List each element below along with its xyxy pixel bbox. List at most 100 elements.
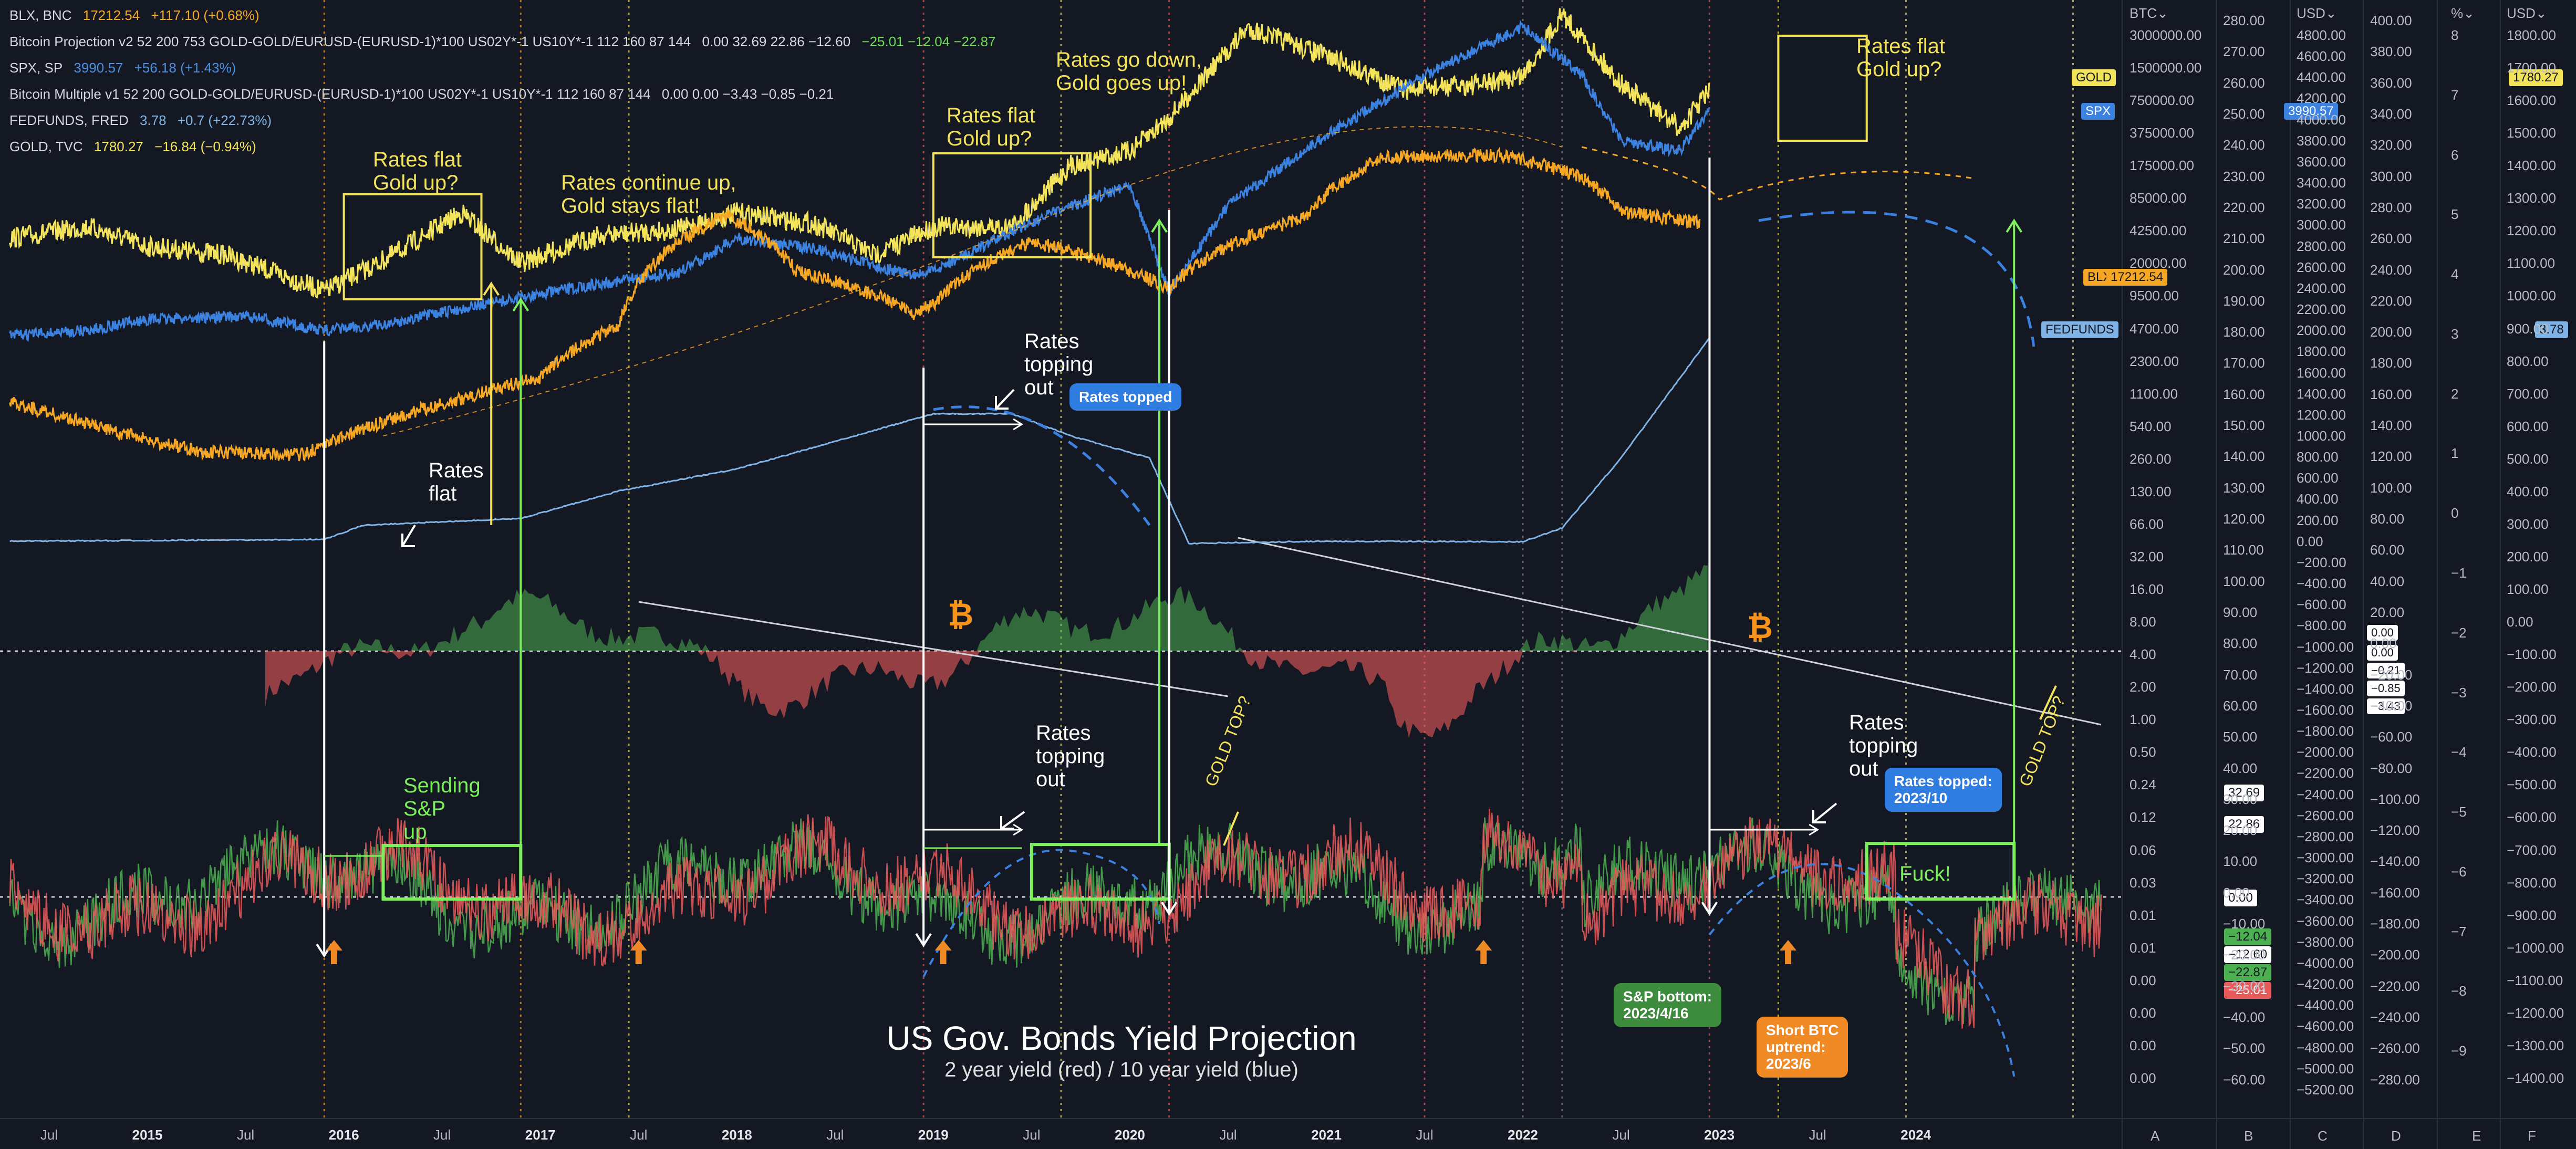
scale-tick-label: −600.00 [2297, 597, 2346, 613]
annotation-sending-sp-up: Sending S&P up [403, 774, 481, 843]
legend-item[interactable]: BLX, BNC 17212.54 +117.10 (+0.68%) [9, 7, 267, 24]
multiple-value-tag: −0.85 [2367, 681, 2405, 696]
scale-footer-label[interactable]: E [2472, 1128, 2481, 1144]
rates-projection-curve [1758, 211, 2035, 347]
scale-tick-label: 120.00 [2223, 511, 2265, 527]
legend-change: −16.84 (−0.94%) [154, 139, 256, 154]
bottom-arrow-icon [325, 940, 342, 964]
blx-trend-projection [383, 126, 1563, 436]
scale-tick-label: 270.00 [2223, 44, 2265, 60]
scale-tick-label: −1300.00 [2507, 1037, 2564, 1053]
scale-tick-label: 160.00 [2223, 386, 2265, 402]
scale-footer-label[interactable]: C [2318, 1128, 2328, 1144]
scale-tick-label: 0.01 [2130, 939, 2156, 956]
scale-tick-label: 0.24 [2130, 777, 2156, 793]
callout-rates-topped-2023: Rates topped: 2023/10 [1885, 768, 2002, 812]
time-axis-tick-label: Jul [1612, 1127, 1630, 1143]
scale-tick-label: −800.00 [2507, 874, 2557, 891]
scale-tick-label: 1300.00 [2507, 190, 2556, 206]
legend-change: +117.10 (+0.68%) [151, 7, 259, 23]
scale-tick-label: 1100.00 [2507, 255, 2556, 271]
scale-tick-label: 260.00 [2370, 231, 2412, 247]
legend-item[interactable]: SPX, SP 3990.57 +56.18 (+1.43%) [9, 60, 243, 76]
scale-header[interactable]: BTC⌄ [2130, 5, 2168, 21]
scale-tick-label: 70.00 [2223, 666, 2258, 683]
scale-tick-label: 1800.00 [2507, 27, 2556, 43]
axis-tag-fedfunds: 3.78 [2535, 321, 2568, 338]
scale-tick-label: −140.00 [2370, 853, 2420, 870]
scale-header[interactable]: %⌄ [2451, 5, 2475, 21]
scale-tick-label: 140.00 [2223, 448, 2265, 465]
scale-tick-label: 400.00 [2370, 13, 2412, 28]
scale-tick-label: −10.00 [2223, 916, 2266, 932]
scale-tick-label: 0.06 [2130, 842, 2156, 858]
scale-tick-label: 60.00 [2223, 697, 2258, 714]
indicator-value-tag: 0.00 [2224, 890, 2257, 906]
legend-change: −25.01 −12.04 −22.87 [861, 34, 996, 49]
scale-tick-label: 2600.00 [2297, 259, 2346, 275]
scale-tick-label: −3000.00 [2297, 850, 2354, 866]
scale-tick-label: −8 [2451, 983, 2467, 999]
legend-name: GOLD, TVC [9, 139, 83, 154]
scale-tick-label: −4400.00 [2297, 997, 2354, 1014]
time-axis-tick-label: Jul [1416, 1127, 1434, 1143]
fedfunds-series-line [9, 337, 1710, 545]
scale-tick-label: 800.00 [2297, 449, 2339, 465]
scale-footer-label[interactable]: B [2244, 1128, 2253, 1144]
legend-item[interactable]: GOLD, TVC 1780.27 −16.84 (−0.94%) [9, 139, 264, 155]
multiple-negative-area [265, 651, 1708, 738]
pointer-arrow-head [1000, 816, 1014, 830]
scale-tick-label: 42500.00 [2130, 223, 2187, 239]
scale-tick-label: −60.00 [2223, 1071, 2266, 1088]
legend-item[interactable]: Bitcoin Projection v2 52 200 753 GOLD-GO… [9, 34, 1003, 50]
scale-tick-label: −6 [2451, 863, 2467, 880]
legend-item[interactable]: FEDFUNDS, FRED 3.78 +0.7 (+22.73%) [9, 112, 279, 129]
scale-tick-label: 4800.00 [2297, 27, 2346, 43]
scale-tick-label: 0.00 [2130, 972, 2156, 988]
scale-tick-label: 2800.00 [2297, 238, 2346, 254]
scale-tick-label: −1000.00 [2297, 639, 2354, 655]
scale-header[interactable]: USD⌄ [2297, 5, 2337, 21]
scale-tick-label: 200.00 [2223, 262, 2265, 278]
scale-tick-label: 340.00 [2370, 106, 2412, 122]
scale-tick-label: 3 [2451, 326, 2459, 342]
annotation-rates-flat-gold-up-1: Rates flat Gold up? [373, 148, 462, 194]
arrow-yellow-head [483, 281, 500, 296]
scale-tick-label: 280.00 [2370, 199, 2412, 215]
scale-header[interactable]: USD⌄ [2507, 5, 2547, 21]
scale-tick-label: −3400.00 [2297, 892, 2354, 908]
scale-tick-label: 1800.00 [2297, 343, 2346, 360]
pointer-arrow [401, 524, 416, 547]
scale-tick-label: −1600.00 [2297, 702, 2354, 718]
scale-tick-label: −800.00 [2297, 618, 2346, 634]
scale-tick-label: 1600.00 [2507, 92, 2556, 109]
scale-tick-label: 90.00 [2223, 604, 2258, 620]
scale-footer-label[interactable]: F [2528, 1128, 2536, 1144]
price-tag-fedfunds: FEDFUNDS [2041, 321, 2118, 338]
scale-tick-label: 220.00 [2370, 293, 2412, 309]
legend-item[interactable]: Bitcoin Multiple v1 52 200 GOLD-GOLD/EUR… [9, 86, 848, 102]
arrow-green-head [2006, 218, 2022, 233]
time-axis-tick-label: Jul [1809, 1127, 1826, 1143]
scale-tick-label: 16.00 [2130, 581, 2164, 598]
scale-tick-label: −2200.00 [2297, 765, 2354, 781]
scale-tick-label: 200.00 [2507, 548, 2549, 565]
scale-footer-label[interactable]: A [2151, 1128, 2160, 1144]
scale-tick-label: 300.00 [2507, 516, 2549, 532]
scale-footer-label[interactable]: D [2391, 1128, 2401, 1144]
indicator-value-tag: −12.60 [2224, 946, 2272, 963]
callout-rates-topped: Rates topped [1069, 383, 1182, 411]
time-axis-tick-label: 2020 [1115, 1127, 1145, 1143]
pointer-arrow-head [401, 534, 415, 547]
scale-tick-label: 250.00 [2223, 106, 2265, 122]
multiple-value-tag: −3.43 [2367, 698, 2405, 714]
blx-projection-line [1581, 146, 1975, 201]
annotation-rates-flat-gold-up-2: Rates flat Gold up? [947, 104, 1035, 150]
arrow-white-head [1161, 901, 1178, 916]
blx-series-line [9, 147, 1701, 462]
scale-tick-label: 80.00 [2223, 635, 2258, 652]
legend-value: 0.00 0.00 −3.43 −0.85 −0.21 [661, 86, 834, 102]
scale-tick-label: −200.00 [2370, 947, 2420, 963]
scale-tick-label: 3800.00 [2297, 132, 2346, 149]
